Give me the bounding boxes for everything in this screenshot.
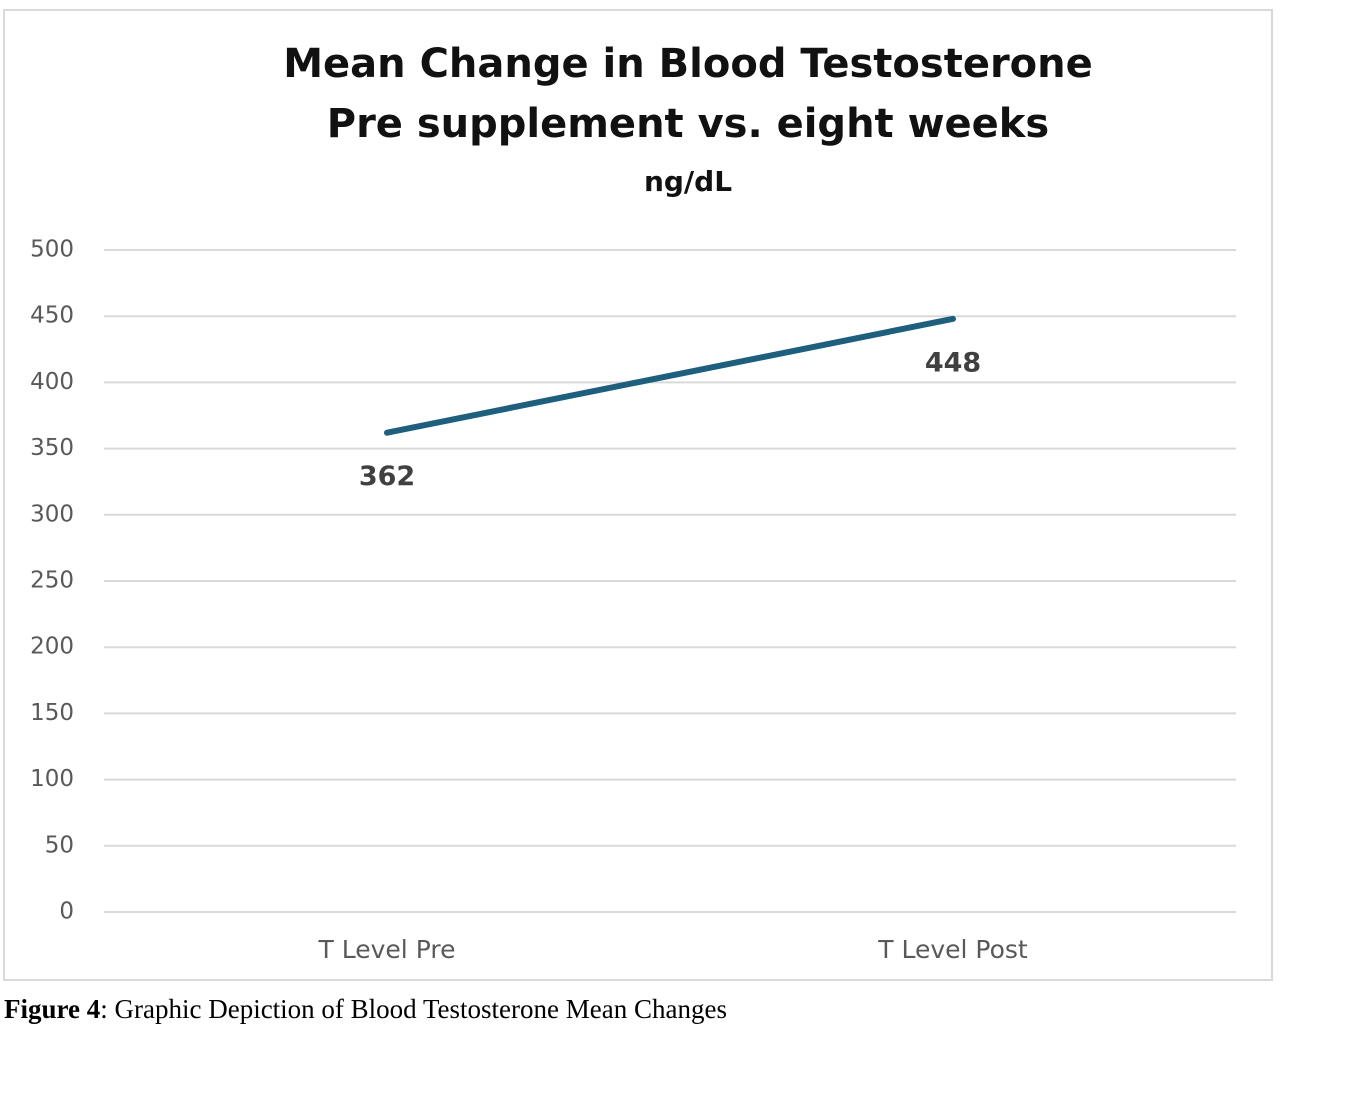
y-tick-label: 150	[30, 700, 74, 726]
caption-text: : Graphic Depiction of Blood Testosteron…	[100, 994, 727, 1024]
data-line	[384, 315, 956, 436]
x-tick-label: T Level Pre	[318, 935, 456, 964]
data-label: 448	[925, 347, 981, 378]
y-tick-label: 400	[30, 369, 74, 395]
y-tick-label: 300	[30, 501, 74, 527]
y-axis-unit: ng/dL	[644, 165, 732, 198]
chart-subtitle: Pre supplement vs. eight weeks	[327, 101, 1049, 147]
y-tick-label: 350	[30, 435, 74, 461]
y-tick-label: 200	[30, 634, 74, 660]
y-tick-label: 500	[30, 237, 74, 263]
chart: Mean Change in Blood Testosterone Pre su…	[3, 9, 1273, 981]
chart-title: Mean Change in Blood Testosterone	[283, 41, 1093, 87]
x-tick-label: T Level Post	[877, 935, 1028, 964]
y-tick-label: 450	[30, 303, 74, 329]
y-tick-label: 250	[30, 568, 74, 594]
data-label: 362	[359, 461, 415, 492]
chart-frame	[3, 9, 1273, 981]
caption-label: Figure 4	[4, 994, 101, 1024]
y-tick-label: 50	[45, 832, 74, 858]
figure-caption: Figure 4: Graphic Depiction of Blood Tes…	[4, 994, 727, 1025]
y-tick-label: 0	[59, 899, 74, 925]
y-tick-label: 100	[30, 766, 74, 792]
